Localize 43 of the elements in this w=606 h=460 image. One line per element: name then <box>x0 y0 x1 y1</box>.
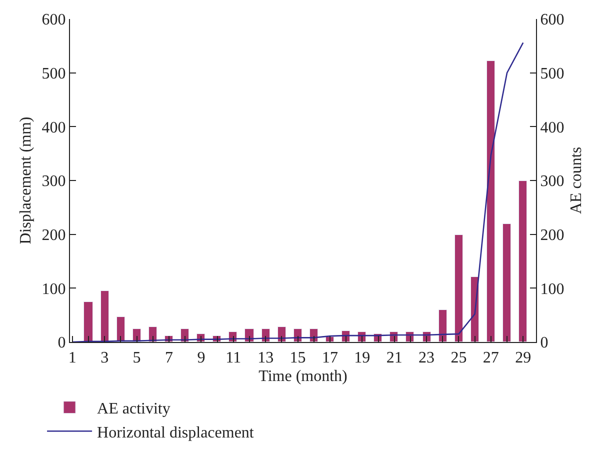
y2-tick-label: 200 <box>540 226 564 244</box>
y-tick-label: 300 <box>42 173 66 190</box>
x-tick-label: 29 <box>515 349 532 366</box>
y2-tick-label: 400 <box>540 119 564 136</box>
y-axis-title: Displacement (mm) <box>18 116 35 244</box>
x-tick-label: 27 <box>482 349 499 366</box>
x-tick-label: 11 <box>226 349 242 366</box>
x-tick-label: 25 <box>450 349 467 366</box>
y2-tick-label: 100 <box>540 280 564 298</box>
x-tick-label: 5 <box>132 349 141 366</box>
bar <box>518 180 527 342</box>
x-tick-label: 1 <box>68 349 76 366</box>
y2-axis-title: AE counts <box>568 146 585 214</box>
line-series <box>72 42 524 342</box>
bar <box>502 224 511 342</box>
bar <box>454 234 463 342</box>
x-tick-label: 21 <box>386 349 402 366</box>
x-tick-label: 19 <box>354 349 370 366</box>
x-tick-label: 3 <box>100 349 109 366</box>
x-tick-label: 15 <box>290 349 306 366</box>
legend-label: Horizontal displacement <box>97 424 254 442</box>
bar <box>486 60 495 342</box>
y-tick-label: 400 <box>42 119 66 136</box>
x-tick-label: 9 <box>197 349 206 366</box>
y2-tick-label: 500 <box>540 65 564 82</box>
y-tick-label: 0 <box>58 334 66 352</box>
y2-tick-label: 600 <box>540 12 564 29</box>
bar <box>100 290 109 342</box>
y2-tick-label: 0 <box>540 334 548 352</box>
y-tick-label: 100 <box>42 280 66 298</box>
y-tick-label: 600 <box>42 12 66 29</box>
y-tick-label: 500 <box>42 65 66 82</box>
x-tick-label: 13 <box>258 349 274 366</box>
x-tick-label: 17 <box>322 349 338 366</box>
bar <box>438 310 447 342</box>
x-tick-label: 23 <box>418 349 435 366</box>
y-tick-label: 200 <box>42 226 66 244</box>
bar <box>116 316 125 342</box>
bar <box>84 302 93 342</box>
legend-label: AE activity <box>97 400 170 418</box>
x-tick-label: 7 <box>164 349 173 366</box>
x-axis-title: Time (month) <box>258 368 348 385</box>
y2-tick-label: 300 <box>540 173 564 190</box>
